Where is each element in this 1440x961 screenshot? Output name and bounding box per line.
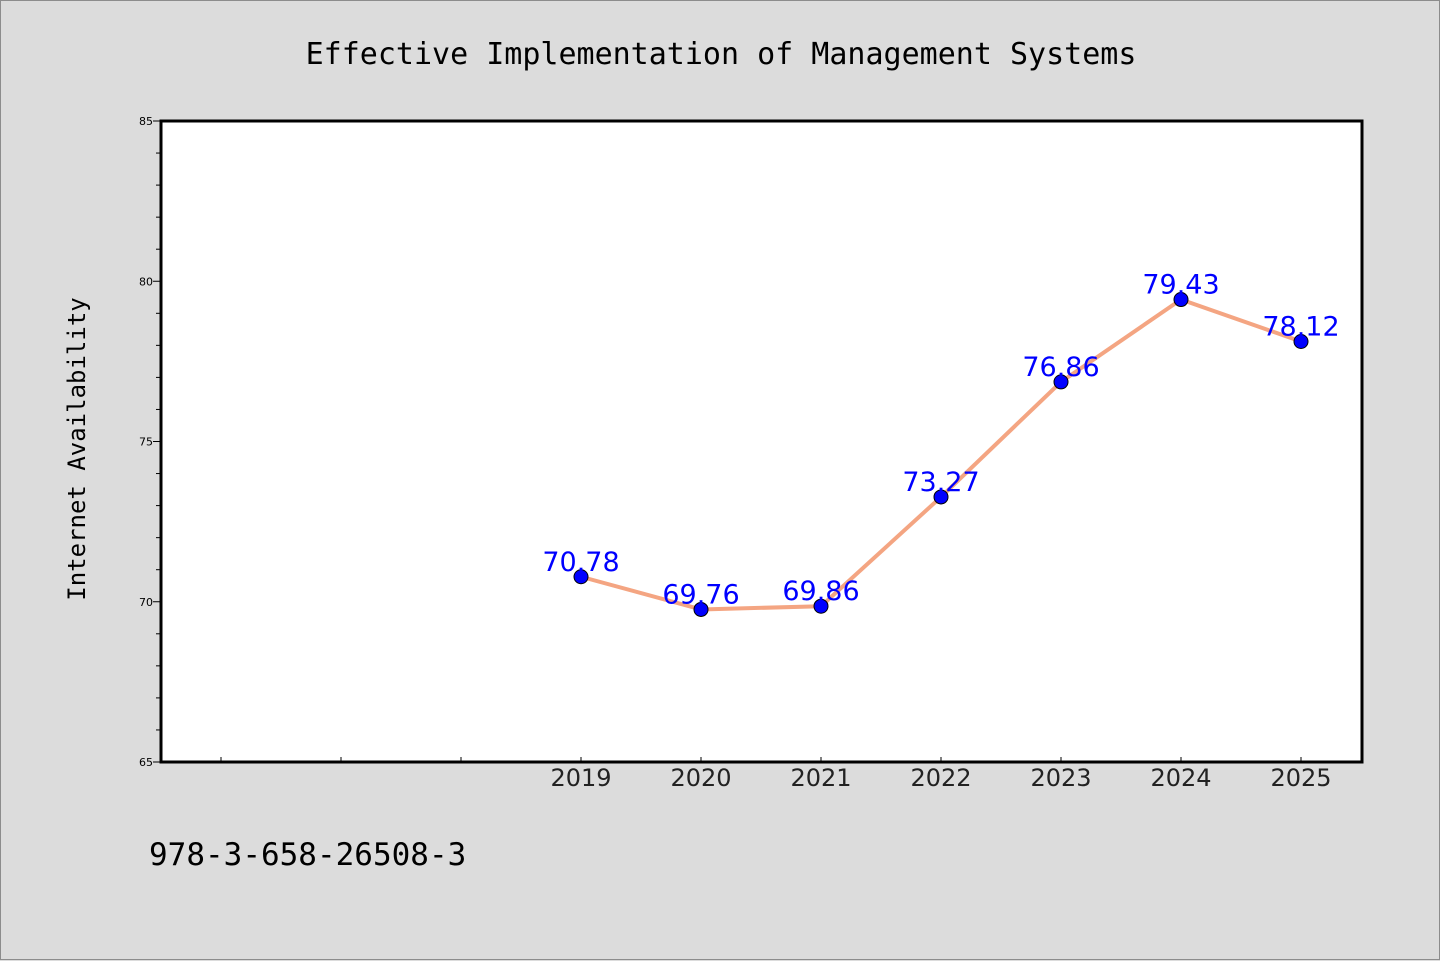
footer-code: 978-3-658-26508-3 (149, 837, 466, 873)
x-tick-label: 2021 (790, 764, 851, 792)
y-axis-label: Internet Availability (63, 297, 91, 600)
x-tick-label: 2022 (910, 764, 971, 792)
data-point (1053, 374, 1069, 390)
x-tick-label: 2024 (1150, 764, 1211, 792)
x-tick-label: 2025 (1270, 764, 1331, 792)
x-tick-label: 2019 (550, 764, 611, 792)
data-point (1293, 334, 1309, 350)
x-tick-label: 2020 (670, 764, 731, 792)
data-label: 76.86 (1022, 352, 1099, 383)
chart-title: Effective Implementation of Management S… (306, 37, 1137, 72)
data-point (813, 598, 829, 614)
data-label: 69.76 (662, 579, 739, 610)
series-layer: 70.78 69.76 69.86 73.27 76.86 79.43 78.12 (542, 270, 1340, 617)
data-label: 73.27 (902, 467, 979, 498)
data-label: 78.12 (1262, 312, 1339, 343)
y-tick-label: 65 (139, 756, 153, 769)
data-label: 70.78 (542, 547, 619, 578)
data-point (933, 489, 949, 505)
x-axis: 2019 2020 2021 2022 2023 2024 2025 (220, 757, 1332, 792)
data-point (1173, 292, 1189, 308)
data-point (693, 601, 709, 617)
y-axis: 65 70 75 80 85 (139, 115, 161, 769)
data-point (573, 569, 589, 585)
x-tick-label: 2023 (1030, 764, 1091, 792)
y-tick-label: 85 (139, 115, 153, 128)
plot-area (159, 119, 1364, 764)
data-label: 79.43 (1142, 270, 1219, 301)
y-tick-label: 70 (139, 596, 153, 609)
y-tick-label: 75 (139, 436, 153, 449)
data-label: 69.86 (782, 576, 859, 607)
y-tick-label: 80 (139, 275, 153, 288)
